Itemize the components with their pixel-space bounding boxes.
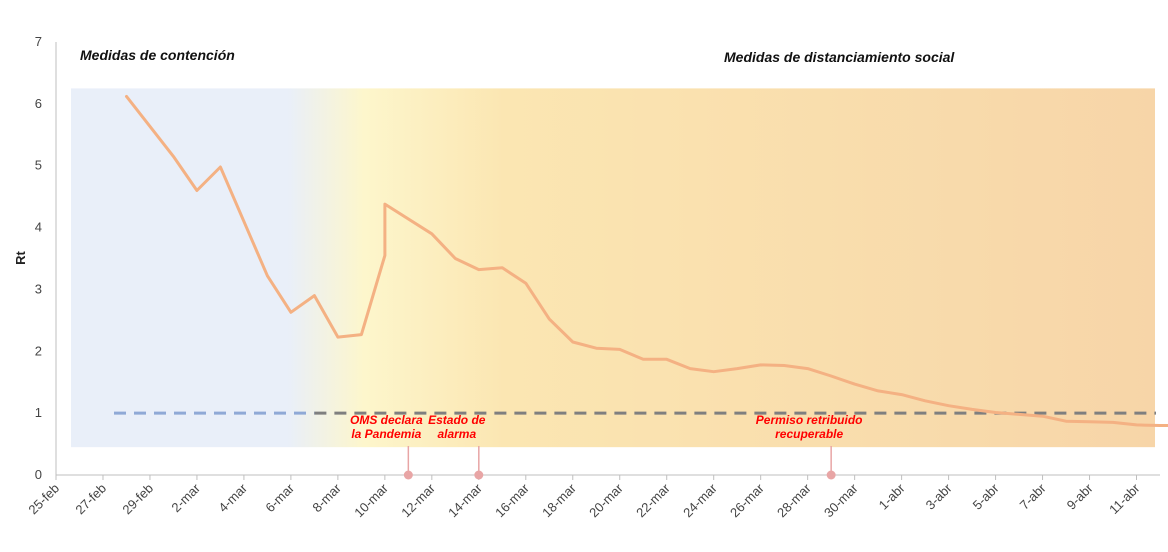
x-tick-label: 14-mar (445, 480, 485, 520)
x-tick-label: 30-mar (821, 480, 861, 520)
phase-label-social-distancing: Medidas de distanciamiento social (724, 49, 955, 65)
x-tick-label: 3-abr (923, 480, 956, 513)
annotation-label: Estado de (428, 413, 486, 427)
y-tick-label: 4 (35, 220, 42, 235)
x-tick-label: 27-feb (72, 481, 109, 518)
x-tick-label: 11-abr (1106, 480, 1143, 517)
x-tick-label: 9-abr (1064, 480, 1097, 513)
annotation-label: Permiso retribuido (756, 413, 863, 427)
x-tick-label: 24-mar (680, 480, 720, 520)
x-tick-label: 1-abr (876, 480, 909, 513)
phase-label-containment: Medidas de contención (80, 47, 235, 63)
x-tick-label: 10-mar (351, 480, 391, 520)
annotation-marker (403, 470, 413, 480)
y-tick-label: 6 (35, 96, 42, 111)
x-tick-label: 22-mar (633, 480, 673, 520)
annotation-marker (826, 470, 836, 480)
annotation-label: la Pandemia (351, 427, 421, 441)
annotation-label: recuperable (775, 427, 843, 441)
rt-series-line (125, 94, 1168, 427)
x-tick-label: 29-feb (119, 481, 156, 518)
x-tick-label: 25-feb (25, 481, 62, 518)
x-tick-label: 8-mar (309, 480, 344, 515)
phase-background-band (71, 88, 1155, 448)
y-tick-label: 2 (35, 343, 42, 358)
x-tick-label: 7-abr (1017, 480, 1050, 513)
annotation-label: alarma (437, 427, 476, 441)
x-tick-label: 12-mar (398, 480, 438, 520)
y-tick-label: 3 (35, 281, 42, 296)
y-tick-label: 1 (35, 405, 42, 420)
x-tick-label: 26-mar (727, 480, 767, 520)
x-tick-label: 20-mar (586, 480, 626, 520)
x-tick-label: 18-mar (539, 480, 579, 520)
annotation-label: OMS declara (350, 413, 423, 427)
x-tick-label: 28-mar (774, 480, 814, 520)
x-tick-label: 16-mar (492, 480, 532, 520)
x-tick-label: 5-abr (970, 480, 1003, 513)
y-tick-label: 7 (35, 34, 42, 49)
y-tick-label: 5 (35, 158, 42, 173)
annotation-marker (474, 470, 484, 480)
y-axis-title: Rt (13, 250, 28, 264)
x-tick-label: 4-mar (215, 480, 250, 515)
x-tick-label: 6-mar (262, 480, 297, 515)
y-tick-label: 0 (35, 467, 42, 482)
x-tick-label: 2-mar (168, 480, 203, 515)
